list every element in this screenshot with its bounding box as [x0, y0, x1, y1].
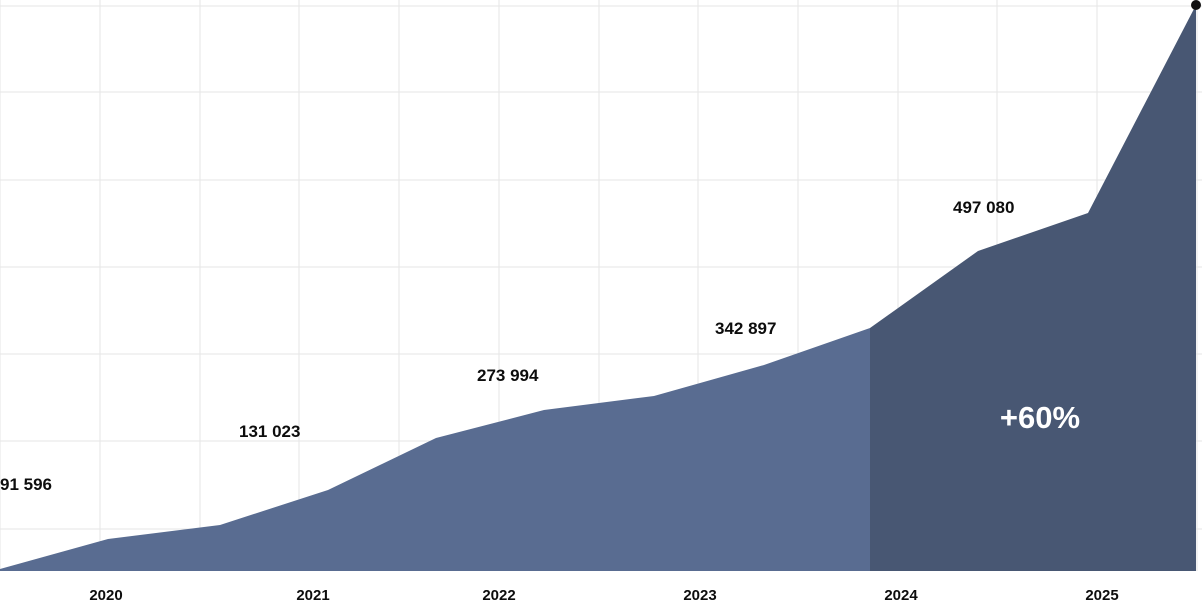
endpoint-dot [1191, 0, 1201, 10]
growth-annotation: +60% [1000, 400, 1080, 435]
data-label-2022: 273 994 [477, 366, 539, 385]
data-label-2020: 91 596 [0, 475, 52, 494]
area-growth-highlight [870, 5, 1196, 571]
data-label-layer: 91 596 131 023 273 994 342 897 497 080 [0, 198, 1014, 494]
data-label-2021: 131 023 [239, 422, 300, 441]
data-label-2024: 497 080 [953, 198, 1014, 217]
x-axis: 2020 2021 2022 2023 2024 2025 [89, 587, 1118, 601]
x-tick-2023: 2023 [683, 587, 716, 601]
x-tick-2022: 2022 [482, 587, 515, 601]
data-label-2023: 342 897 [715, 319, 776, 338]
x-tick-2021: 2021 [296, 587, 329, 601]
area-historical [0, 328, 870, 571]
area-layer [0, 5, 1196, 571]
x-tick-2020: 2020 [89, 587, 122, 601]
x-tick-2025: 2025 [1085, 587, 1118, 601]
x-tick-2024: 2024 [884, 587, 918, 601]
